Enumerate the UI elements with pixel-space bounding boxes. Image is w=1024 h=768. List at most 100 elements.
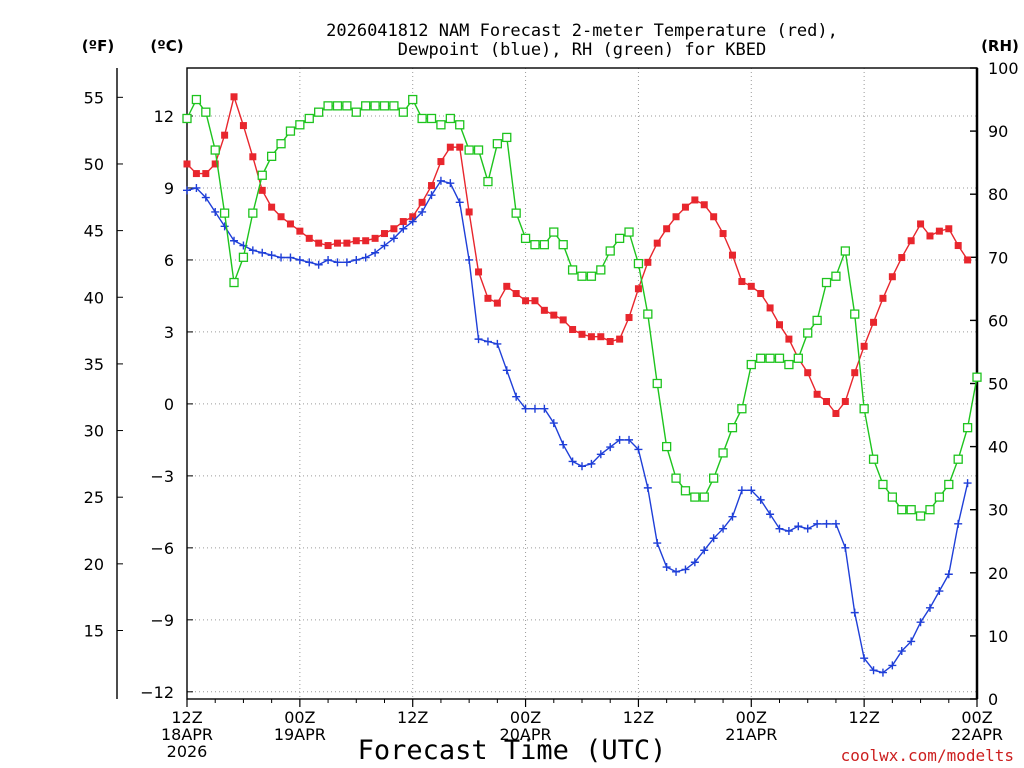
2-meter-temperature-point: [860, 342, 868, 350]
dewpoint-point: [850, 608, 859, 617]
2-meter-temperature-point: [540, 306, 548, 314]
rh-point: [201, 107, 211, 117]
rh-tick-label: 60: [988, 311, 1008, 330]
dewpoint-series: [183, 176, 972, 677]
dewpoint-point: [606, 443, 615, 452]
2-meter-temperature-point: [691, 196, 699, 204]
fahrenheit-tick-label: 55: [84, 88, 104, 107]
dewpoint-point: [681, 565, 690, 574]
2-meter-temperature-point: [249, 153, 257, 161]
rh-tick-label: 80: [988, 185, 1008, 204]
2-meter-temperature-point: [211, 160, 219, 168]
2-meter-temperature-point: [700, 201, 708, 209]
dewpoint-point: [625, 435, 634, 444]
2-meter-temperature-point: [851, 369, 859, 377]
dewpoint-point: [446, 179, 455, 188]
rh-point: [182, 113, 192, 124]
celsius-tick-label: 3: [164, 323, 174, 342]
x-tick-label: 00Z: [961, 708, 992, 727]
2-meter-temperature-point: [954, 242, 962, 250]
dewpoint-point: [371, 248, 380, 257]
fahrenheit-tick-label: 50: [84, 155, 104, 174]
x-tick-label: 2026: [167, 742, 208, 761]
2-meter-temperature-point: [578, 330, 586, 338]
rh-series: [182, 94, 982, 521]
dewpoint-point: [399, 224, 408, 233]
rh-point: [953, 454, 963, 464]
2-meter-temperature-point: [428, 182, 436, 190]
2-meter-temperature-point: [493, 299, 501, 307]
fahrenheit-unit-label: (ºF): [82, 37, 114, 55]
rh-point: [445, 113, 455, 124]
dewpoint-point: [465, 255, 474, 264]
dewpoint-point: [436, 176, 445, 185]
2-meter-temperature-point: [766, 304, 774, 312]
rh-point: [408, 94, 418, 105]
celsius-tick-label: −3: [150, 467, 174, 486]
x-tick-label: 12Z: [623, 708, 654, 727]
x-tick-label: 18APR: [161, 725, 213, 744]
dewpoint-point: [512, 392, 521, 401]
2-meter-temperature-point: [202, 170, 210, 178]
rh-point: [342, 101, 352, 111]
celsius-unit-label: (ºC): [150, 37, 183, 55]
2-meter-temperature-point: [381, 230, 388, 238]
celsius-tick-label: 0: [164, 395, 174, 414]
dewpoint-point: [954, 519, 963, 528]
2-meter-temperature-point: [192, 170, 200, 178]
dewpoint-point: [615, 435, 624, 444]
dewpoint-point: [201, 193, 210, 202]
dewpoint-point: [220, 222, 229, 231]
rh-point: [831, 271, 841, 281]
rh-point: [285, 126, 296, 136]
rh-tick-label: 100: [988, 59, 1019, 78]
rh-point: [436, 120, 446, 130]
rh-point: [652, 378, 662, 389]
dewpoint-point: [277, 253, 286, 262]
dewpoint-point: [944, 570, 953, 579]
rh-point: [558, 240, 568, 250]
2-meter-temperature-point: [879, 294, 887, 302]
rh-point: [304, 113, 314, 124]
rh-point: [276, 139, 286, 149]
rh-point: [586, 271, 597, 281]
rh-point: [746, 359, 756, 370]
chart-title-line-2: Dewpoint (blue), RH (green) for KBED: [398, 40, 766, 60]
dewpoint-point: [568, 457, 577, 466]
2-meter-temperature-point: [785, 335, 793, 343]
celsius-tick-label: −9: [150, 611, 174, 630]
dewpoint-point: [737, 486, 746, 495]
rh-point: [398, 107, 408, 117]
rh-point: [361, 101, 371, 111]
2-meter-temperature-point: [710, 213, 718, 221]
x-tick-label: 22APR: [951, 725, 1003, 744]
rh-point: [840, 246, 850, 256]
rh-point: [417, 113, 427, 124]
2-meter-temperature-point: [475, 268, 483, 276]
rh-point: [219, 208, 230, 218]
fahrenheit-tick-label: 30: [84, 422, 104, 441]
2-meter-temperature-point: [531, 297, 539, 305]
rh-point: [906, 505, 916, 515]
rh-point: [605, 246, 615, 256]
dewpoint-point: [540, 404, 549, 413]
2-meter-temperature-point: [550, 311, 558, 319]
2-meter-temperature-point: [870, 318, 878, 326]
axis-ticks: −12 −9 −6 −3 0 3 6 9 12 15 20 25 30 35 40 45 50 55 0 10 20 30…: [84, 59, 1019, 761]
rh-point: [756, 353, 766, 363]
dewpoint-point: [295, 255, 304, 264]
rh-point: [737, 404, 747, 414]
celsius-tick-label: −12: [140, 683, 174, 702]
rh-point: [897, 505, 907, 515]
2-meter-temperature-point: [898, 254, 906, 262]
rh-tick-label: 40: [988, 438, 1008, 457]
rh-point: [323, 101, 333, 111]
dewpoint-point: [230, 236, 239, 245]
2-meter-temperature-point: [305, 234, 313, 242]
2-meter-temperature-point: [823, 397, 831, 405]
dewpoint-point: [690, 558, 699, 567]
rh-point: [765, 353, 775, 363]
2-meter-temperature-point: [277, 213, 285, 221]
2-meter-temperature-point: [804, 369, 812, 377]
dewpoint-point: [756, 495, 765, 504]
